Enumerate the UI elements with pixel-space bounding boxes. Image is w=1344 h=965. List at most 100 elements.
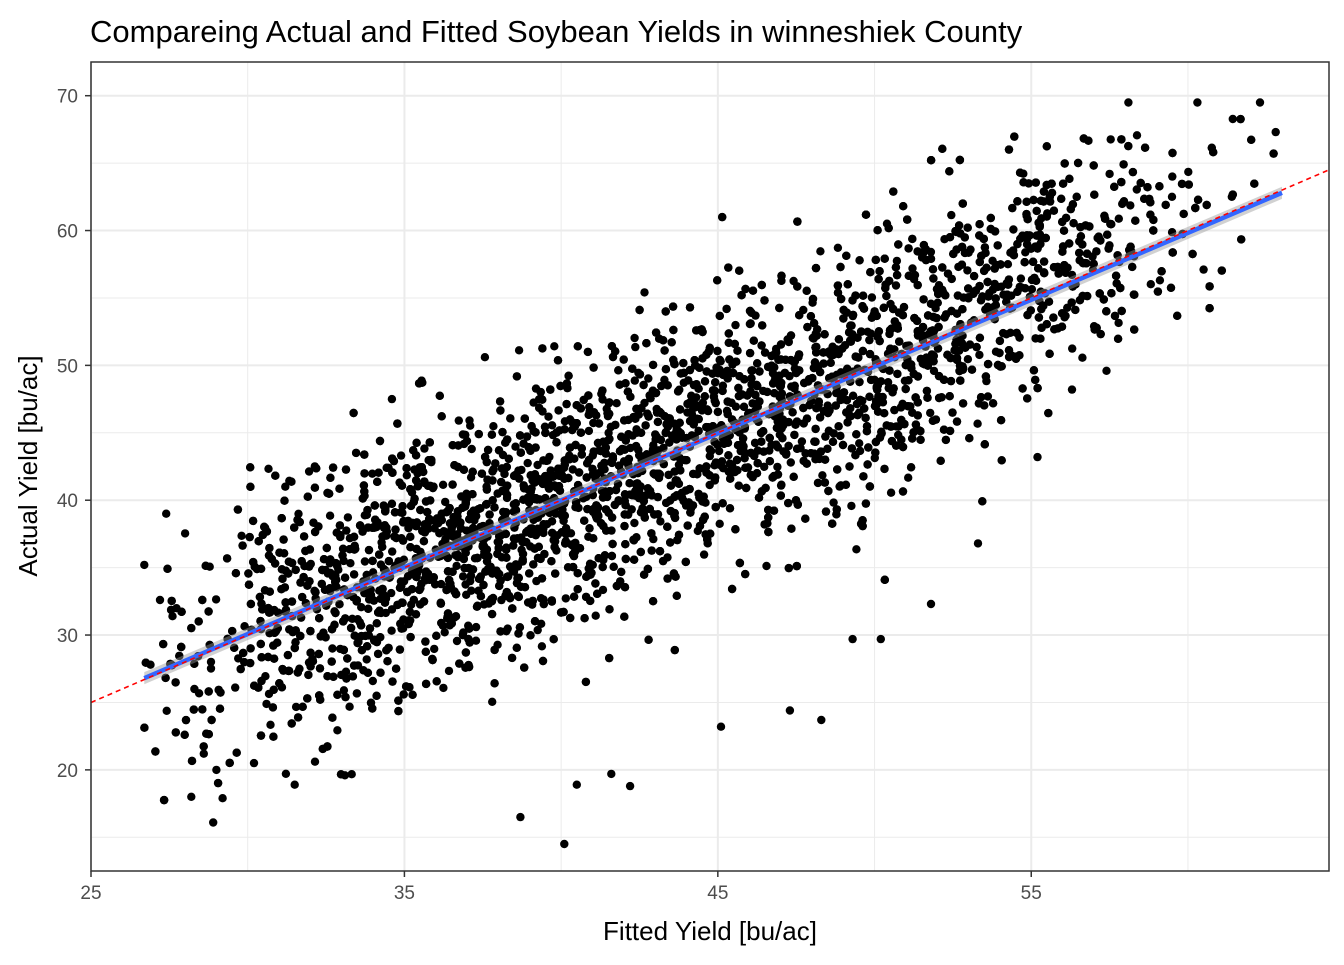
data-point (663, 574, 671, 582)
data-point (369, 677, 377, 685)
data-point (892, 441, 900, 449)
data-point (1013, 197, 1021, 205)
data-point (908, 235, 916, 243)
data-point (811, 358, 819, 366)
data-point (607, 423, 615, 431)
data-point (315, 614, 323, 622)
data-point (916, 436, 924, 444)
data-point (929, 265, 937, 273)
data-point (989, 399, 997, 407)
data-point (437, 599, 445, 607)
data-point (290, 523, 298, 531)
data-point (1020, 258, 1028, 266)
data-point (1049, 313, 1057, 321)
data-point (407, 502, 415, 510)
data-point (777, 491, 785, 499)
data-point (1081, 259, 1089, 267)
data-point (1025, 179, 1033, 187)
data-point (693, 470, 701, 478)
data-point (880, 465, 888, 473)
data-point (1167, 284, 1175, 292)
data-point (654, 510, 662, 518)
data-point (1013, 288, 1021, 296)
data-point (686, 508, 694, 516)
data-point (502, 508, 510, 516)
data-point (420, 537, 428, 545)
data-point (350, 661, 358, 669)
data-point (328, 657, 336, 665)
data-point (554, 465, 562, 473)
data-point (976, 334, 984, 342)
data-point (625, 479, 633, 487)
data-point (728, 462, 736, 470)
data-point (491, 459, 499, 467)
data-point (1017, 274, 1025, 282)
data-point (706, 445, 714, 453)
data-point (350, 570, 358, 578)
data-point (630, 334, 638, 342)
data-point (885, 277, 893, 285)
data-point (1033, 207, 1041, 215)
data-point (1168, 193, 1176, 201)
data-point (1169, 248, 1177, 256)
data-point (834, 281, 842, 289)
data-point (421, 520, 429, 528)
data-point (610, 563, 618, 571)
data-point (264, 465, 272, 473)
data-point (1156, 276, 1164, 284)
data-point (628, 491, 636, 499)
data-point (635, 306, 643, 314)
data-point (965, 434, 973, 442)
data-point (889, 187, 897, 195)
data-point (848, 296, 856, 304)
data-point (1009, 225, 1017, 233)
data-point (777, 382, 785, 390)
data-point (982, 372, 990, 380)
data-point (867, 376, 875, 384)
data-point (246, 483, 254, 491)
data-point (533, 495, 541, 503)
data-point (942, 310, 950, 318)
data-point (902, 385, 910, 393)
data-point (1008, 204, 1016, 212)
data-point (454, 517, 462, 525)
data-point (839, 441, 847, 449)
data-point (636, 370, 644, 378)
data-point (621, 540, 629, 548)
data-point (303, 694, 311, 702)
data-point (408, 691, 416, 699)
data-point (605, 605, 613, 613)
data-point (374, 608, 382, 616)
data-point (924, 311, 932, 319)
data-point (382, 531, 390, 539)
data-point (754, 459, 762, 467)
data-point (1040, 197, 1048, 205)
data-point (1013, 240, 1021, 248)
data-point (1107, 289, 1115, 297)
data-point (1103, 231, 1111, 239)
data-point (181, 529, 189, 537)
data-point (585, 524, 593, 532)
data-point (649, 597, 657, 605)
data-point (383, 657, 391, 665)
data-point (894, 240, 902, 248)
data-point (847, 502, 855, 510)
data-point (360, 481, 368, 489)
data-point (697, 325, 705, 333)
data-point (385, 557, 393, 565)
data-point (1036, 223, 1044, 231)
data-point (1112, 272, 1120, 280)
data-point (516, 431, 524, 439)
data-point (858, 397, 866, 405)
data-point (964, 355, 972, 363)
data-point (863, 460, 871, 468)
data-point (555, 482, 563, 490)
data-point (640, 497, 648, 505)
data-point (735, 267, 743, 275)
data-point (958, 261, 966, 269)
data-point (674, 387, 682, 395)
data-point (947, 377, 955, 385)
data-point (266, 721, 274, 729)
data-point (755, 367, 763, 375)
data-point (566, 444, 574, 452)
